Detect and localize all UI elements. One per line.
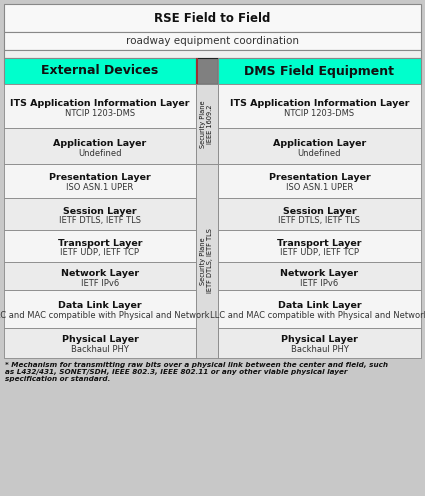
Text: Backhaul PHY: Backhaul PHY [71,346,129,355]
Text: ITS Application Information Layer: ITS Application Information Layer [230,99,409,108]
Bar [218,58,421,84]
Text: Data Link Layer: Data Link Layer [58,302,142,310]
Text: IETF UDP, IETF TCP: IETF UDP, IETF TCP [280,248,359,257]
Text: Transport Layer: Transport Layer [58,239,142,248]
Bar [4,84,196,128]
Text: IETF IPv6: IETF IPv6 [300,278,339,288]
Text: Security Plane
IEEE 1609.2: Security Plane IEEE 1609.2 [201,100,213,148]
Bar [4,128,196,164]
Bar [218,164,421,198]
Text: IETF DTLS, IETF TLS: IETF DTLS, IETF TLS [59,216,141,226]
Text: External Devices: External Devices [41,64,159,77]
Bar [196,164,218,358]
Text: * Mechanism for transmitting raw bits over a physical link between the center an: * Mechanism for transmitting raw bits ov… [5,362,388,382]
Text: Application Layer: Application Layer [273,138,366,147]
Bar [4,50,421,58]
Text: Security Plane
IETF DTLS, IETF TLS: Security Plane IETF DTLS, IETF TLS [201,229,213,294]
Text: Data Link Layer: Data Link Layer [278,302,361,310]
Text: DMS Field Equipment: DMS Field Equipment [244,64,394,77]
Bar [196,58,198,84]
Text: IETF DTLS, IETF TLS: IETF DTLS, IETF TLS [278,216,360,226]
Text: Presentation Layer: Presentation Layer [49,174,151,183]
Bar [4,198,196,230]
Text: RSE Field to Field: RSE Field to Field [154,11,271,24]
Text: Undefined: Undefined [78,148,122,158]
Text: ISO ASN.1 UPER: ISO ASN.1 UPER [286,184,353,192]
Text: Session Layer: Session Layer [283,206,356,215]
Text: Session Layer: Session Layer [63,206,137,215]
Bar [218,262,421,290]
Text: Backhaul PHY: Backhaul PHY [291,346,348,355]
Text: Undefined: Undefined [298,148,341,158]
Text: ITS Application Information Layer: ITS Application Information Layer [10,99,190,108]
Text: Network Layer: Network Layer [280,268,359,277]
Bar [4,4,421,32]
Bar [218,328,421,358]
Bar [4,230,196,262]
Text: roadway equipment coordination: roadway equipment coordination [126,36,299,46]
Text: Physical Layer: Physical Layer [62,335,139,345]
Bar [196,84,218,164]
Text: Presentation Layer: Presentation Layer [269,174,370,183]
Bar [4,58,196,84]
Text: NTCIP 1203-DMS: NTCIP 1203-DMS [284,109,354,118]
Bar [218,198,421,230]
Bar [4,32,421,50]
Text: Application Layer: Application Layer [54,138,147,147]
Text: ISO ASN.1 UPER: ISO ASN.1 UPER [66,184,133,192]
Bar [4,164,196,198]
Bar [4,328,196,358]
Bar [218,230,421,262]
Bar [4,290,196,328]
Text: LLC and MAC compatible with Physical and Network: LLC and MAC compatible with Physical and… [210,311,425,320]
Bar [218,290,421,328]
Text: Physical Layer: Physical Layer [281,335,358,345]
Text: Network Layer: Network Layer [61,268,139,277]
Text: IETF IPv6: IETF IPv6 [81,278,119,288]
Text: Transport Layer: Transport Layer [277,239,362,248]
Text: LLC and MAC compatible with Physical and Network: LLC and MAC compatible with Physical and… [0,311,209,320]
Bar [218,84,421,128]
Bar [218,128,421,164]
Text: NTCIP 1203-DMS: NTCIP 1203-DMS [65,109,135,118]
Text: IETF UDP, IETF TCP: IETF UDP, IETF TCP [60,248,139,257]
Bar [4,262,196,290]
Bar [196,58,218,84]
